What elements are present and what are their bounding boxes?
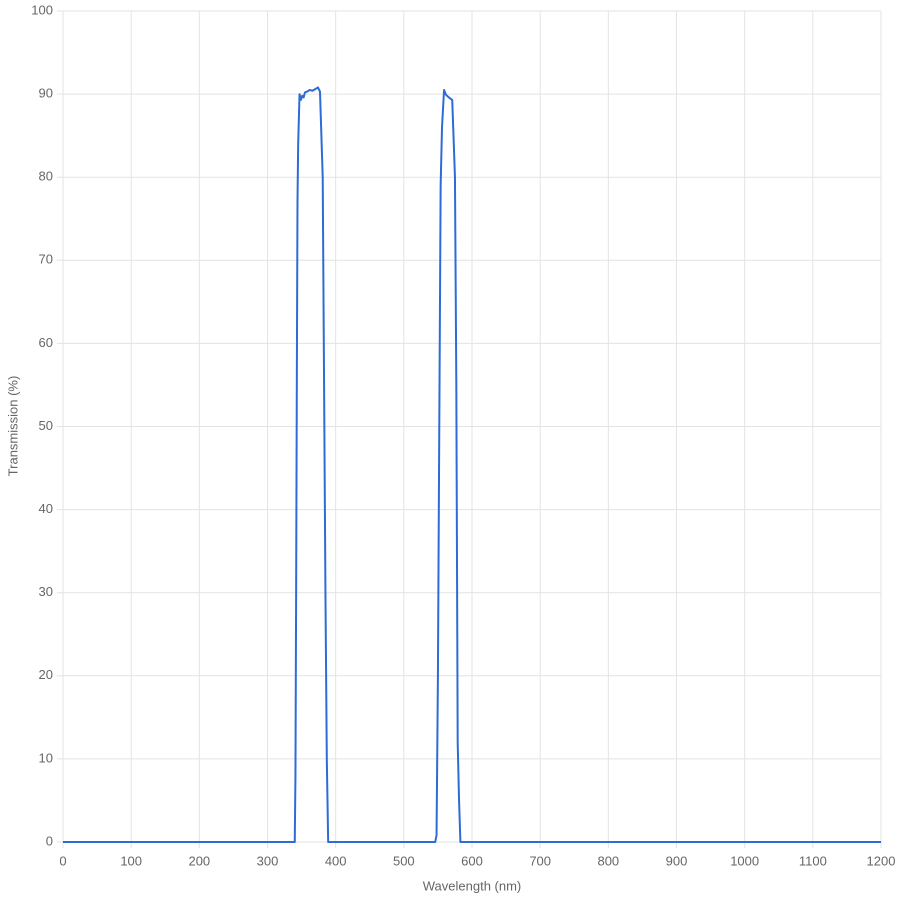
x-tick-label: 700 [529,853,551,868]
x-tick-label: 400 [325,853,347,868]
x-tick-label: 100 [120,853,142,868]
x-tick-label: 0 [59,853,66,868]
y-tick-label: 70 [39,252,53,267]
y-tick-label: 90 [39,86,53,101]
y-axis-label: Transmission (%) [5,376,20,477]
y-tick-label: 0 [46,833,53,848]
y-tick-label: 100 [31,2,53,17]
y-tick-label: 60 [39,335,53,350]
y-tick-label: 30 [39,584,53,599]
line [63,86,881,843]
x-tick-label: 600 [461,853,483,868]
y-tick-label: 80 [39,169,53,184]
x-tick-label: 500 [393,853,415,868]
y-tick-label: 20 [39,667,53,682]
y-tick-label: 50 [39,418,53,433]
x-tick-label: 200 [188,853,210,868]
x-axis-label: Wavelength (nm) [423,878,522,893]
x-tick-label: 300 [257,853,279,868]
y-tick-label: 10 [39,750,53,765]
y-tick-label: 40 [39,501,53,516]
x-tick-label: 800 [597,853,619,868]
x-tick-label: 1000 [730,853,759,868]
x-tick-label: 1200 [867,853,896,868]
x-tick-label: 1100 [799,853,827,868]
x-tick-label: 900 [666,853,688,868]
